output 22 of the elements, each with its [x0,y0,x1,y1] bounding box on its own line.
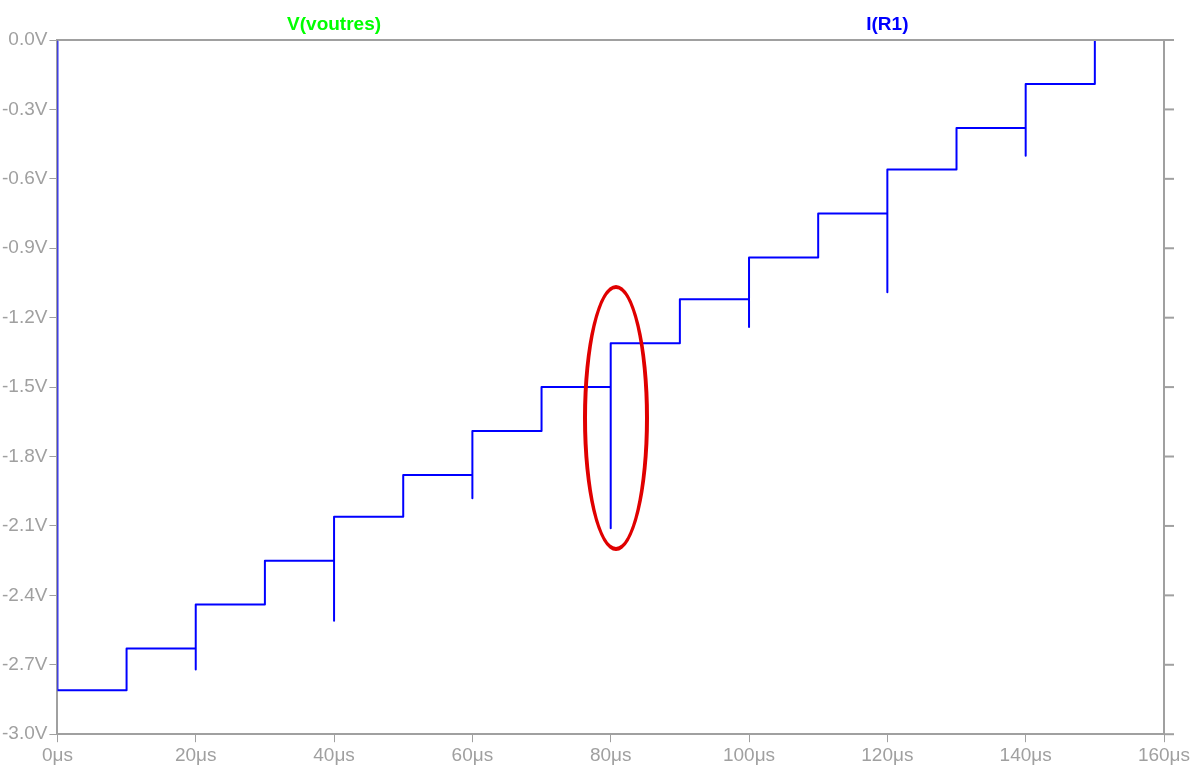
x-tick-label: 0μs [41,743,73,765]
y-tick-label: -1.2V [1,305,48,327]
y-tick-label: -0.6V [1,167,48,189]
x-tick-label: 60μs [451,743,494,765]
y-tick-label: -2.4V [1,583,48,605]
y-tick-label: -2.7V [1,653,48,675]
x-tick-label: 40μs [313,743,355,765]
text: I(R1) [866,12,909,34]
x-tick-label: 120μs [861,743,914,765]
x-tick-label: 160μs [1137,743,1191,765]
x-tick-label: 80μs [589,743,632,765]
x-tick-label: 100μs [722,743,776,765]
x-tick-label: 20μs [174,743,217,765]
x-tick-label: 140μs [999,743,1052,765]
legend-label: V(voutres) [287,12,382,34]
y-tick-label: -1.5V [1,375,48,397]
y-tick-label: -0.9V [1,236,48,258]
y-tick-label: 0.0V [8,28,48,50]
y-tick-label: -3.0V [1,722,48,744]
y-tick-label: -1.8V [1,444,48,466]
y-tick-label: -2.1V [1,514,48,536]
y-tick-label: -0.3V [1,97,48,119]
